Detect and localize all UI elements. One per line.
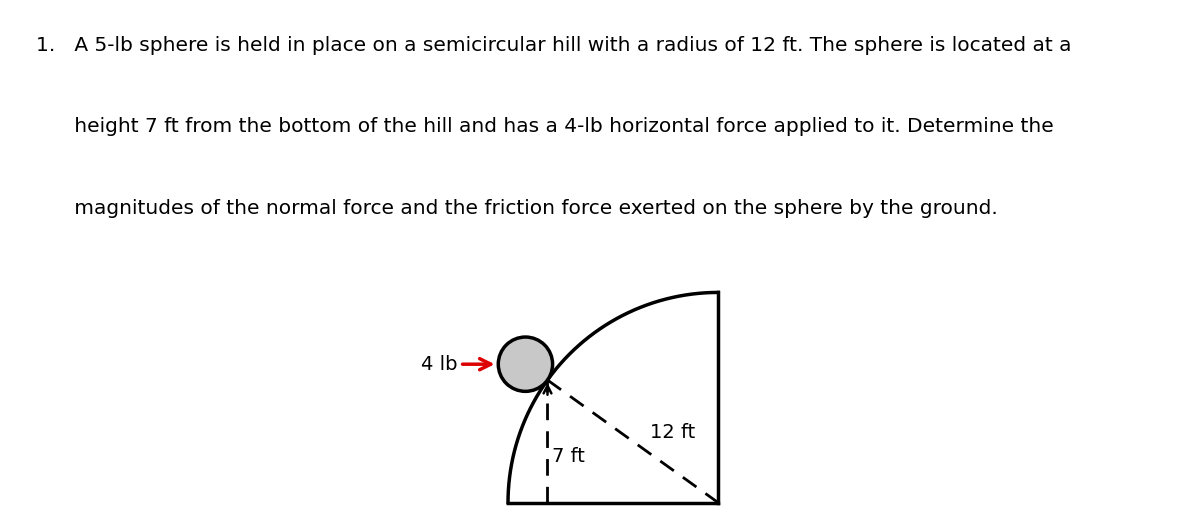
Text: magnitudes of the normal force and the friction force exerted on the sphere by t: magnitudes of the normal force and the f…	[36, 199, 997, 218]
Text: 4 lb: 4 lb	[421, 355, 457, 373]
Text: 7 ft: 7 ft	[552, 446, 584, 466]
Circle shape	[498, 337, 552, 391]
Text: 12 ft: 12 ft	[650, 423, 696, 442]
Text: 1.   A 5-lb sphere is held in place on a semicircular hill with a radius of 12 f: 1. A 5-lb sphere is held in place on a s…	[36, 36, 1072, 55]
Text: height 7 ft from the bottom of the hill and has a 4-lb horizontal force applied : height 7 ft from the bottom of the hill …	[36, 117, 1054, 136]
